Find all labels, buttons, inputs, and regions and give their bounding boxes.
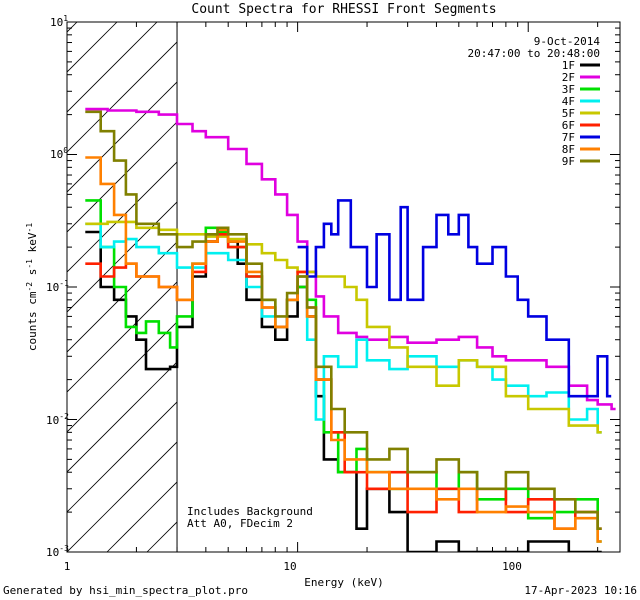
- legend-entry: 6F: [562, 119, 600, 132]
- y-tick-label-1e-1: 10-1: [46, 279, 69, 294]
- series-7F: [297, 199, 612, 398]
- series-2F: [85, 107, 616, 411]
- series-9F: [85, 110, 602, 530]
- hatch-line: [67, 22, 158, 113]
- y-axis-label: counts cm-2 s-1 keV-1: [25, 223, 39, 351]
- annotation-background: Includes Background: [187, 505, 313, 518]
- legend-label: 4F: [562, 95, 575, 108]
- hatch-line: [67, 361, 178, 473]
- legend-entry: 3F: [562, 83, 600, 96]
- y-tick-label-1e1: 101: [50, 14, 68, 29]
- legend-label: 5F: [562, 107, 575, 120]
- legend-label: 7F: [562, 131, 575, 144]
- y-tick-label-1e0: 100: [50, 146, 68, 161]
- x-tick-label-1: 1: [64, 560, 71, 573]
- series-1F: [85, 230, 602, 552]
- legend-entry: 7F: [562, 131, 600, 144]
- legend-entry: 5F: [562, 107, 600, 120]
- legend-label: 8F: [562, 143, 575, 156]
- series-layer: [85, 107, 616, 552]
- x-tick-label-10: 10: [283, 560, 296, 573]
- legend-entry: 4F: [562, 95, 600, 108]
- legend-entry: 9F: [562, 155, 600, 168]
- annotation-attenuator: Att A0, FDecim 2: [187, 517, 293, 530]
- x-tick-label-100: 100: [502, 560, 522, 573]
- hatch-line: [67, 41, 178, 153]
- hatch-line: [67, 241, 178, 353]
- hatch-line: [67, 401, 178, 513]
- axis-ticks: [66, 21, 620, 553]
- chart-title: Count Spectra for RHESSI Front Segments: [191, 2, 496, 17]
- date-label: 9-Oct-2014: [534, 35, 601, 48]
- legend-label: 6F: [562, 119, 575, 132]
- hatch-line: [67, 81, 178, 193]
- footer-timestamp: 17-Apr-2023 10:16: [524, 584, 637, 597]
- y-tick-label-1e-2: 10-2: [46, 412, 69, 427]
- time-range-label: 20:47:00 to 20:48:00: [468, 47, 600, 60]
- legend-entry: 1F: [562, 59, 600, 72]
- y-tick-label-1e-3: 10-3: [46, 544, 69, 559]
- legend-label: 3F: [562, 83, 575, 96]
- y-tick-labels: 10-3 10-2 10-1 100 101: [46, 14, 69, 559]
- x-tick-labels: 1 10 100: [64, 560, 522, 573]
- series-5F: [85, 220, 602, 434]
- x-axis-label: Energy (keV): [304, 576, 383, 589]
- legend-entry: 2F: [562, 71, 600, 84]
- hatch-line: [67, 201, 178, 313]
- footer-generated-by: Generated by hsi_min_spectra_plot.pro: [3, 584, 248, 597]
- legend-label: 9F: [562, 155, 575, 168]
- legend: 1F 2F 3F 4F 5F 6F 7F 8F 9F: [562, 59, 600, 168]
- legend-label: 1F: [562, 59, 575, 72]
- series-4F: [85, 222, 602, 434]
- legend-entry: 8F: [562, 143, 600, 156]
- legend-label: 2F: [562, 71, 575, 84]
- hatch-line: [67, 441, 178, 552]
